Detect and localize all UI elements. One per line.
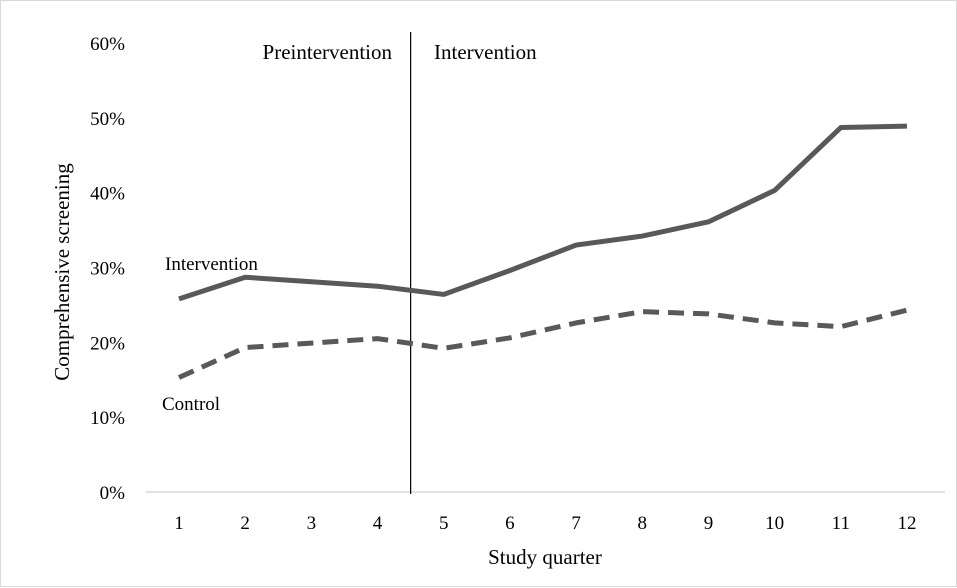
x-tick-label: 7	[571, 513, 581, 534]
control-series-label: Control	[162, 394, 220, 415]
x-tick-label: 9	[704, 513, 714, 534]
y-tick-label: 40%	[90, 184, 125, 205]
preintervention-label: Preintervention	[263, 40, 393, 64]
series-lines	[177, 123, 908, 380]
x-tick-label: 10	[765, 513, 784, 534]
y-axis-title: Comprehensive screening	[50, 163, 74, 381]
x-axis-tick-labels: 1 2 3 4 5 6 7 8 9 10 11 12	[174, 513, 916, 534]
x-tick-label: 12	[898, 513, 917, 534]
intervention-series-label: Intervention	[165, 254, 258, 275]
x-tick-label: 3	[307, 513, 317, 534]
x-tick-label: 1	[174, 513, 184, 534]
x-tick-label: 11	[832, 513, 850, 534]
intervention-phase-label: Intervention	[434, 40, 537, 64]
x-tick-label: 4	[373, 513, 383, 534]
x-tick-label: 6	[505, 513, 515, 534]
x-tick-label: 2	[240, 513, 250, 534]
x-axis-title: Study quarter	[488, 545, 602, 569]
control-series-line	[177, 307, 908, 380]
intervention-series-line	[178, 123, 908, 302]
y-tick-label: 10%	[90, 408, 125, 429]
y-tick-label: 30%	[90, 259, 125, 280]
y-tick-label: 60%	[90, 34, 125, 55]
y-axis-tick-labels: 0% 10% 20% 30% 40% 50% 60%	[90, 34, 125, 504]
y-tick-label: 0%	[100, 483, 126, 504]
y-tick-label: 50%	[90, 109, 125, 130]
x-tick-label: 8	[638, 513, 648, 534]
y-tick-label: 20%	[90, 333, 125, 354]
x-tick-label: 5	[439, 513, 449, 534]
